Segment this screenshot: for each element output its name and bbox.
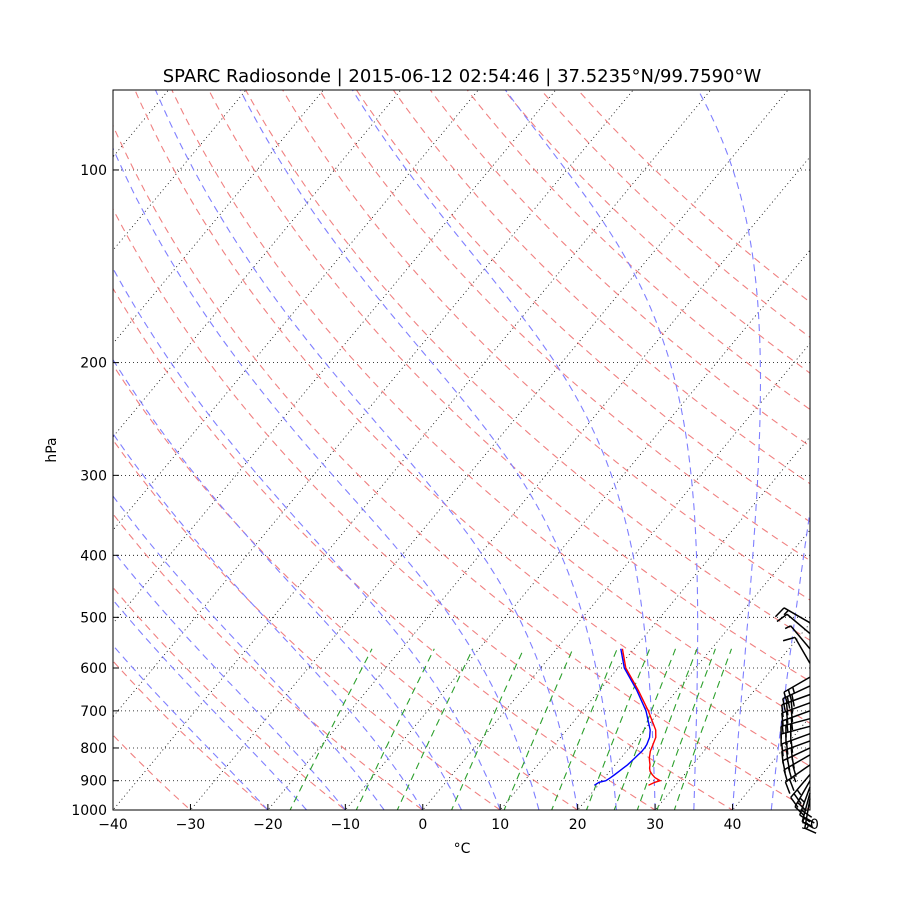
dry-adiabat xyxy=(282,90,810,601)
mixing-ratio-line xyxy=(451,648,525,810)
dewpoint-profile xyxy=(593,648,651,786)
isotherm-gridline xyxy=(0,28,143,837)
x-tick-label: 40 xyxy=(724,817,742,833)
dry-adiabat xyxy=(503,90,810,374)
y-tick-label: 600 xyxy=(80,661,107,677)
x-tick-label: −40 xyxy=(98,817,128,833)
moist-adiabat xyxy=(113,146,540,810)
mixing-ratio-line xyxy=(355,648,435,810)
isotherm-gridline xyxy=(577,529,810,810)
chart-title: SPARC Radiosonde | 2015-06-12 02:54:46 |… xyxy=(163,66,762,87)
x-tick-label: −20 xyxy=(253,817,283,833)
mixing-ratio-line xyxy=(396,648,474,810)
dry-adiabat xyxy=(577,90,810,303)
x-tick-label: 0 xyxy=(418,817,427,833)
moist-adiabat xyxy=(113,358,462,810)
x-tick-label: 20 xyxy=(569,817,587,833)
y-tick-label: 800 xyxy=(80,741,107,757)
moist-adiabat xyxy=(113,267,501,810)
temperature-profile xyxy=(621,648,662,786)
dry-adiabat xyxy=(171,90,810,724)
y-tick-label: 400 xyxy=(80,548,107,564)
isotherm-gridline xyxy=(113,90,402,438)
mixing-ratio-line xyxy=(613,648,677,810)
moist-adiabat xyxy=(113,432,424,810)
dry-adiabat xyxy=(113,513,424,810)
moist-adiabat xyxy=(351,90,656,810)
isotherm-gridline xyxy=(189,90,789,810)
mixing-ratio-line xyxy=(503,648,574,810)
mixing-ratio-line xyxy=(636,648,698,810)
dry-adiabat xyxy=(208,90,810,682)
wind-barb xyxy=(784,764,811,794)
dry-adiabat xyxy=(113,124,810,810)
dry-adiabat xyxy=(113,207,734,810)
x-axis-label: °C xyxy=(454,841,471,857)
y-axis-label: hPa xyxy=(44,437,60,462)
wind-barb xyxy=(776,613,811,635)
isotherm-gridline xyxy=(113,90,247,251)
moist-adiabat xyxy=(154,90,579,810)
dry-adiabat xyxy=(355,90,810,523)
dry-adiabat xyxy=(113,586,347,810)
wind-barb xyxy=(804,798,817,834)
isotherm-gridline xyxy=(0,28,65,837)
mixing-ratio-line xyxy=(551,648,618,810)
isotherm-gridline xyxy=(113,90,170,158)
x-tick-label: −30 xyxy=(176,817,206,833)
x-tick-label: 10 xyxy=(491,817,509,833)
isotherm-gridline xyxy=(499,436,810,810)
y-tick-label: 100 xyxy=(80,163,107,179)
y-tick-label: 900 xyxy=(80,774,107,790)
y-tick-label: 500 xyxy=(80,610,107,626)
moist-adiabat xyxy=(113,549,346,810)
y-tick-label: 700 xyxy=(80,704,107,720)
moist-adiabat xyxy=(113,644,269,810)
dry-adiabat xyxy=(113,439,502,810)
mixing-ratio-line xyxy=(289,648,373,810)
isotherm-gridline xyxy=(344,249,810,810)
mixing-ratio-line xyxy=(673,648,733,810)
x-tick-label: −10 xyxy=(331,817,361,833)
dry-adiabat xyxy=(134,90,810,767)
y-tick-label: 300 xyxy=(80,468,107,484)
isotherm-gridline xyxy=(654,622,810,810)
wind-barb xyxy=(781,693,811,718)
mixing-ratio-line xyxy=(656,648,716,810)
dry-adiabat xyxy=(113,660,269,810)
moist-adiabat xyxy=(239,90,617,810)
y-tick-label: 200 xyxy=(80,356,107,372)
isotherm-gridline xyxy=(113,90,712,810)
wind-barb xyxy=(781,702,811,726)
wind-barb xyxy=(781,733,811,757)
dry-adiabat xyxy=(466,90,810,411)
wind-barb xyxy=(782,636,811,664)
moist-adiabat xyxy=(113,599,308,810)
isotherm-gridline xyxy=(267,156,810,810)
moist-adiabat xyxy=(504,90,699,810)
isotherm-gridline xyxy=(113,90,634,718)
plot-frame xyxy=(112,89,811,811)
isotherm-gridline xyxy=(732,716,810,810)
dry-adiabat xyxy=(245,90,810,641)
moist-adiabat xyxy=(697,90,762,810)
isotherm-gridline xyxy=(865,28,900,837)
x-tick-label: 30 xyxy=(646,817,664,833)
wind-barb xyxy=(774,607,811,624)
dry-adiabat xyxy=(113,287,657,810)
dry-adiabat xyxy=(392,90,810,485)
isotherm-gridline xyxy=(113,90,324,345)
wind-barb xyxy=(790,773,811,808)
y-tick-label: 1000 xyxy=(71,803,107,819)
isotherm-gridline xyxy=(809,809,810,810)
wind-barb xyxy=(784,625,811,650)
moist-adiabat xyxy=(113,495,385,810)
